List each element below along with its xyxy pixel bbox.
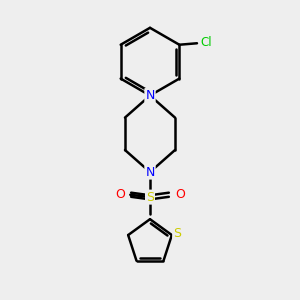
Text: Cl: Cl	[201, 36, 212, 49]
Text: O: O	[175, 188, 185, 201]
Text: O: O	[115, 188, 125, 201]
Text: N: N	[145, 166, 155, 178]
Text: S: S	[146, 190, 154, 204]
Text: N: N	[145, 89, 155, 102]
Text: S: S	[173, 227, 181, 240]
